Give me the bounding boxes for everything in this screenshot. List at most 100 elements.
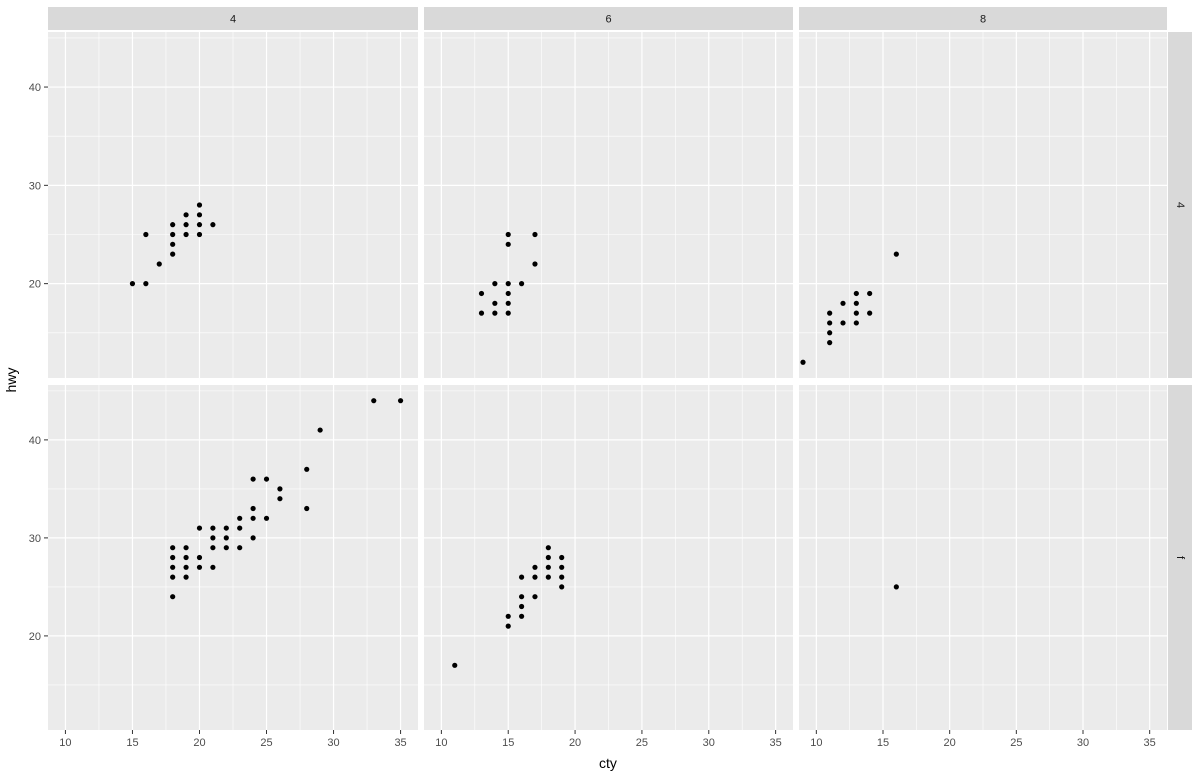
data-point xyxy=(545,574,551,580)
data-point xyxy=(532,574,538,580)
panels-layer xyxy=(48,32,1167,730)
data-point xyxy=(827,330,833,336)
data-point xyxy=(129,281,136,287)
facet-panel-8-f xyxy=(799,385,1167,730)
data-point xyxy=(196,564,203,570)
data-point xyxy=(532,261,538,267)
data-point xyxy=(452,662,458,668)
strip-label-row: 4 xyxy=(1174,202,1186,208)
data-point xyxy=(237,525,243,531)
data-point xyxy=(800,359,806,365)
data-point xyxy=(277,496,283,502)
data-point xyxy=(223,545,229,551)
x-tick-label: 20 xyxy=(944,737,956,749)
data-point xyxy=(196,525,203,531)
data-point xyxy=(478,310,485,316)
data-point xyxy=(183,554,189,561)
data-point xyxy=(532,594,538,600)
y-axis-title: hwy xyxy=(3,368,19,393)
data-point xyxy=(559,564,565,570)
data-point xyxy=(250,535,256,541)
data-point xyxy=(505,623,511,629)
data-point xyxy=(196,554,203,561)
data-point xyxy=(532,231,538,238)
data-point xyxy=(505,281,511,287)
data-point xyxy=(518,603,525,610)
data-point xyxy=(518,281,525,287)
x-tick-label: 35 xyxy=(1144,737,1156,749)
data-point xyxy=(210,545,216,551)
data-point xyxy=(237,545,243,551)
x-tick-label: 30 xyxy=(1077,737,1089,749)
data-point xyxy=(853,320,859,326)
data-point xyxy=(371,398,377,404)
strip-col-4 xyxy=(48,7,418,30)
x-tick-label: 30 xyxy=(327,737,339,749)
data-point xyxy=(532,564,538,570)
data-point xyxy=(893,251,899,257)
data-point xyxy=(505,241,511,247)
x-axis-title: cty xyxy=(599,755,617,771)
data-point xyxy=(170,251,176,257)
data-point xyxy=(183,231,189,238)
data-point xyxy=(505,290,511,297)
data-point xyxy=(170,574,176,580)
data-point xyxy=(170,594,176,600)
data-point xyxy=(277,486,283,492)
facet-panel-6-f xyxy=(424,385,793,730)
x-tick-label: 20 xyxy=(193,737,205,749)
data-point xyxy=(559,584,565,590)
x-tick-label: 20 xyxy=(569,737,581,749)
facet-strips: 4 6 8 4 f xyxy=(48,7,1192,730)
y-tick-label: 40 xyxy=(29,82,41,94)
data-point xyxy=(143,281,149,287)
data-point xyxy=(170,545,176,551)
x-tick-label: 15 xyxy=(877,737,889,749)
data-point xyxy=(183,212,189,218)
data-point xyxy=(170,222,176,228)
x-tick-label: 25 xyxy=(1010,737,1022,749)
data-point xyxy=(492,281,498,287)
data-point xyxy=(397,398,404,404)
data-point xyxy=(183,545,189,551)
y-tick-label: 30 xyxy=(29,180,41,192)
strip-row-4 xyxy=(1168,32,1192,378)
data-point xyxy=(263,515,270,521)
data-point xyxy=(867,290,873,297)
x-tick-label: 15 xyxy=(126,737,138,749)
data-point xyxy=(840,320,846,326)
data-point xyxy=(170,564,176,570)
data-point xyxy=(893,584,899,590)
data-point xyxy=(853,300,859,306)
data-point xyxy=(518,574,525,580)
strip-label-col: 4 xyxy=(230,14,236,26)
data-point xyxy=(505,310,511,316)
data-point xyxy=(304,505,310,512)
strip-label-row: f xyxy=(1174,556,1186,560)
y-tick-label: 40 xyxy=(29,435,41,447)
data-point xyxy=(827,310,833,316)
facet-panel-6-4 xyxy=(424,32,793,378)
data-point xyxy=(223,535,229,541)
data-point xyxy=(853,310,859,316)
data-point xyxy=(210,222,216,228)
data-point xyxy=(518,594,525,600)
data-point xyxy=(170,241,176,247)
data-point xyxy=(545,564,551,570)
x-tick-label: 35 xyxy=(394,737,406,749)
data-point xyxy=(250,476,256,482)
data-point xyxy=(853,290,859,297)
data-point xyxy=(223,525,229,531)
axes: 10 15 20 25 30 35 10 15 20 25 30 35 10 15 20 25 30 35 20 30… xyxy=(29,82,1156,749)
x-tick-label: 10 xyxy=(435,737,447,749)
data-point xyxy=(183,574,189,580)
data-point xyxy=(156,261,162,267)
data-point xyxy=(196,202,203,208)
data-point xyxy=(183,564,189,570)
x-tick-label: 30 xyxy=(703,737,715,749)
data-point xyxy=(210,535,216,541)
data-point xyxy=(196,212,203,218)
data-point xyxy=(196,222,203,228)
data-point xyxy=(867,310,873,316)
